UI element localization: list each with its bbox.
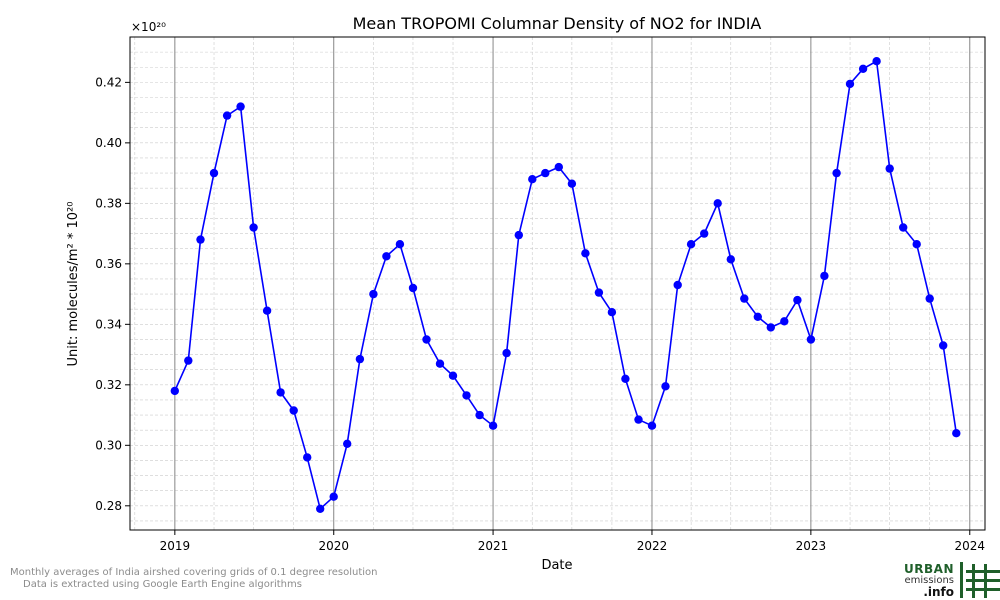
data-point [726, 255, 735, 264]
series-line [174, 59, 958, 511]
x-tick-label: 2024 [954, 539, 985, 553]
data-point [713, 199, 722, 208]
data-point [661, 382, 670, 391]
data-point [303, 453, 312, 462]
plot-frame [129, 36, 986, 531]
data-point [753, 312, 762, 321]
data-point [488, 421, 498, 430]
data-point [249, 223, 258, 232]
y-tick-label: 0.42 [95, 75, 122, 89]
data-point [621, 374, 630, 383]
data-points [170, 57, 961, 513]
x-tick-label: 2020 [318, 539, 349, 553]
data-point [475, 410, 484, 420]
data-point [448, 371, 458, 380]
data-point [369, 289, 378, 299]
series-path [174, 59, 958, 511]
data-point [899, 223, 908, 232]
data-point [925, 294, 934, 303]
data-point [355, 354, 365, 364]
data-point [316, 504, 325, 513]
x-tick-label: 2021 [478, 539, 509, 553]
data-point [766, 323, 775, 332]
urban-emissions-logo: URBAN emissions .info [898, 560, 1000, 600]
data-point [845, 79, 855, 89]
data-point [567, 179, 577, 188]
data-point [832, 168, 841, 178]
x-axis-label: Date [541, 558, 572, 573]
data-point [554, 162, 563, 172]
y-tick-label: 0.34 [95, 317, 122, 331]
data-point [382, 252, 391, 261]
data-point [209, 168, 219, 178]
data-point [700, 229, 709, 238]
data-point [262, 306, 272, 315]
data-point [395, 240, 405, 249]
grid-logo-icon [960, 562, 1000, 598]
grid [130, 37, 985, 530]
data-point [634, 415, 643, 424]
data-point [329, 492, 338, 501]
data-point [885, 164, 894, 173]
data-point [647, 421, 657, 430]
footnote: Monthly averages of India airshed coveri… [10, 567, 378, 591]
data-point [607, 308, 617, 317]
data-point [196, 235, 205, 244]
data-point [170, 386, 179, 396]
x-tick-label: 2023 [796, 539, 827, 553]
data-point [343, 439, 352, 448]
chart-title: Mean TROPOMI Columnar Density of NO2 for… [353, 14, 762, 33]
data-point [594, 288, 604, 297]
data-point [820, 271, 829, 281]
data-point [462, 391, 471, 400]
data-point [236, 102, 245, 111]
y-offset-label: ×10²⁰ [131, 20, 166, 34]
logo-line-2: emissions [904, 575, 954, 586]
x-tick-label: 2019 [160, 539, 191, 553]
y-tick-label: 0.40 [95, 136, 122, 150]
data-point [222, 111, 232, 120]
data-point [806, 335, 816, 344]
y-tick-label: 0.32 [95, 378, 122, 392]
data-point [514, 230, 523, 240]
data-point [276, 388, 285, 397]
y-tick-label: 0.38 [95, 196, 122, 210]
data-point [184, 356, 193, 365]
data-point [502, 348, 511, 358]
data-point [435, 359, 445, 368]
y-tick-label: 0.28 [95, 499, 122, 513]
data-point [541, 168, 550, 178]
data-point [289, 406, 298, 415]
data-point [858, 64, 868, 74]
logo-line-3: .info [923, 585, 954, 599]
footnote-line-2: Data is extracted using Google Earth Eng… [23, 579, 302, 590]
data-point [872, 57, 881, 66]
data-point [408, 283, 418, 293]
data-point [740, 294, 749, 303]
y-axis-label: Unit: molecules/m² * 10²⁰ [66, 202, 81, 367]
data-point [793, 295, 802, 305]
y-tick-label: 0.30 [95, 438, 122, 452]
data-point [939, 341, 948, 350]
year-lines [174, 37, 971, 530]
x-ticks: 2019 2020 2021 2022 2023 2024 [160, 530, 985, 553]
data-point [952, 429, 961, 438]
logo-line-1: URBAN [904, 562, 954, 576]
data-point [422, 335, 431, 344]
data-point [581, 249, 590, 258]
data-point [780, 317, 789, 326]
data-point [673, 280, 682, 290]
data-point [528, 175, 537, 184]
y-ticks: 0.28 0.30 0.32 0.34 0.36 0.38 0.40 0.42 [95, 75, 130, 513]
y-tick-label: 0.36 [95, 257, 122, 271]
data-point [686, 240, 696, 249]
data-point [912, 240, 921, 249]
x-tick-label: 2022 [637, 539, 668, 553]
footnote-line-1: Monthly averages of India airshed coveri… [10, 567, 378, 578]
